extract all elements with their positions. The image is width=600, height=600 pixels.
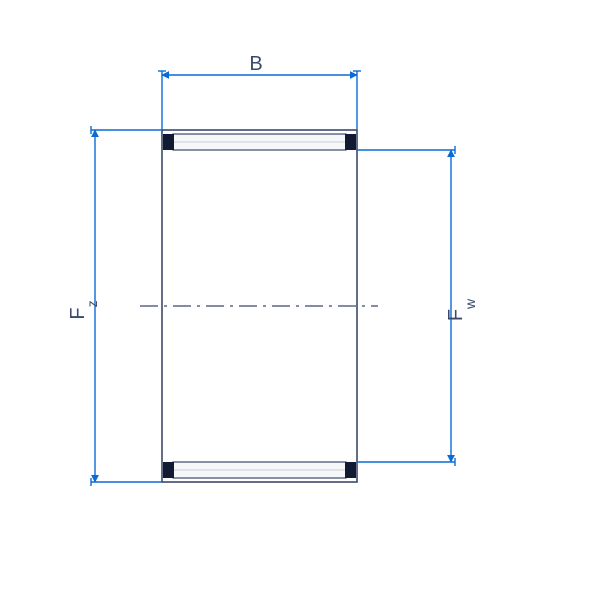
- label-b: B: [249, 53, 262, 75]
- label-fw-sub: w: [462, 298, 478, 310]
- label-fz-main: F: [67, 307, 89, 319]
- label-b-main: B: [249, 53, 262, 75]
- bottom-roller-end-right: [345, 462, 356, 478]
- bottom-roller-end-left: [163, 462, 174, 478]
- label-fw-main: F: [445, 309, 467, 321]
- label-fz-sub: z: [84, 300, 100, 307]
- canvas-background: [0, 0, 600, 600]
- top-roller-end-right: [345, 134, 356, 150]
- top-roller-end-left: [163, 134, 174, 150]
